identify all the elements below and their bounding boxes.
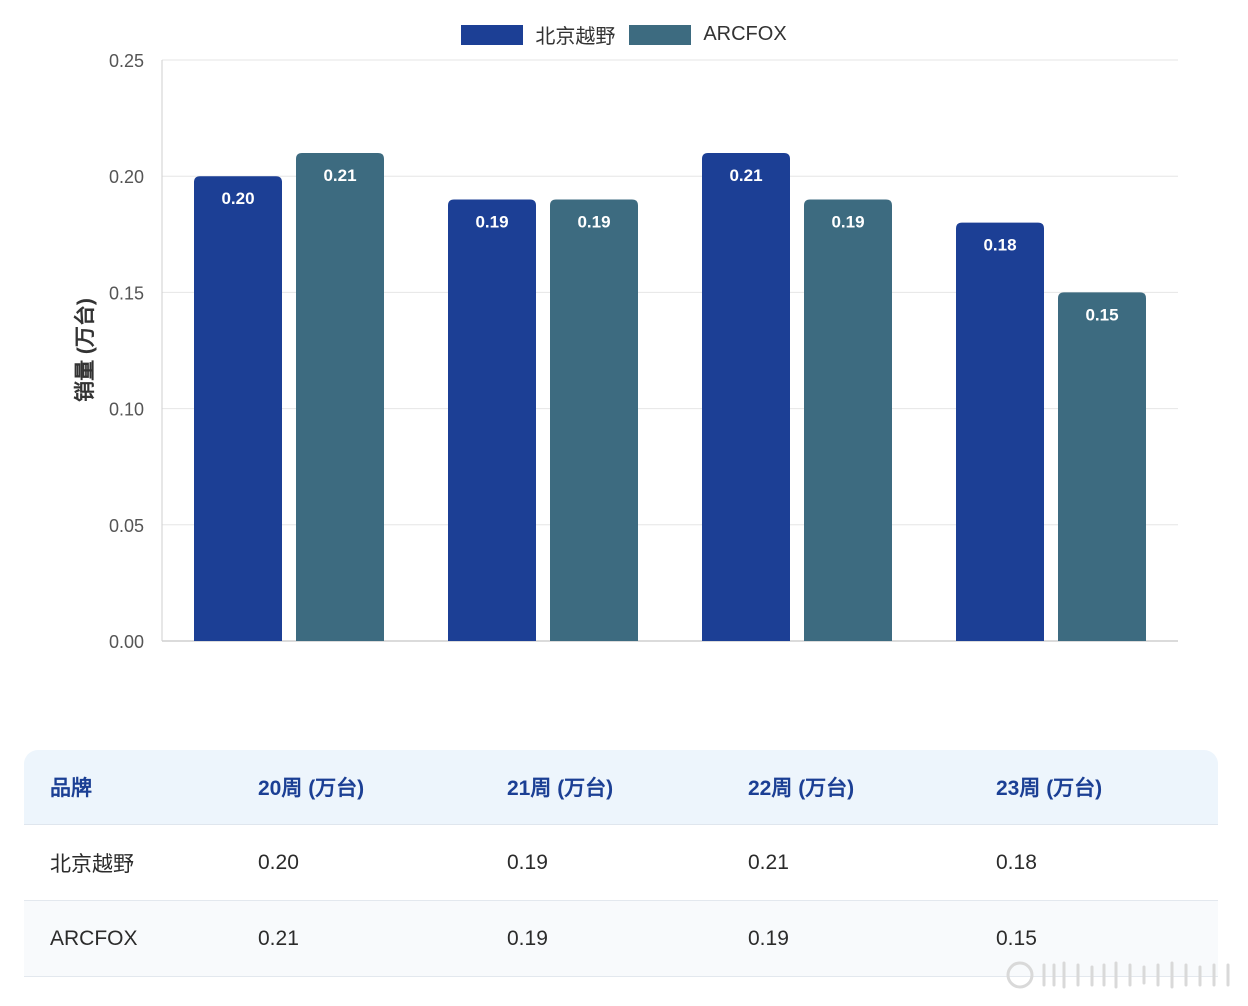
table-header-week23: 23周 (万台): [970, 750, 1218, 825]
bar-value-label: 0.20: [221, 189, 254, 208]
y-tick-label: 0.05: [109, 516, 144, 536]
bar-value-label: 0.19: [577, 212, 610, 231]
table-cell: 0.21: [232, 900, 481, 977]
bar: [804, 199, 892, 641]
legend-item-beijing[interactable]: 北京越野: [461, 20, 615, 49]
table-row: 北京越野 0.20 0.19 0.21 0.18: [24, 824, 1218, 901]
y-tick-label: 0.15: [109, 283, 144, 303]
table-cell: 0.19: [722, 900, 970, 977]
legend-label-arcfox: ARCFOX: [703, 23, 787, 45]
bar: [956, 222, 1044, 641]
bar: [1058, 292, 1146, 641]
bar-value-label: 0.19: [831, 212, 864, 231]
y-tick-label: 0.25: [109, 51, 144, 71]
bar-value-label: 0.15: [1085, 305, 1118, 324]
legend-swatch-beijing: [461, 24, 524, 45]
y-tick-label: 0.00: [109, 632, 144, 652]
bar: [296, 152, 384, 641]
table-cell: 0.18: [970, 824, 1218, 901]
y-tick-label: 0.10: [109, 400, 144, 420]
legend-swatch-arcfox: [629, 24, 692, 45]
table-header-row: 品牌 20周 (万台) 21周 (万台) 22周 (万台) 23周 (万台): [24, 750, 1218, 825]
sales-table: 品牌 20周 (万台) 21周 (万台) 22周 (万台) 23周 (万台) 北…: [24, 750, 1218, 977]
table-cell: 0.21: [722, 824, 970, 901]
bar: [702, 152, 790, 641]
table-header-week20: 20周 (万台): [232, 750, 481, 825]
bar: [448, 199, 536, 641]
table-cell: 北京越野: [24, 824, 232, 901]
bar: [550, 199, 638, 641]
table-cell: 0.19: [481, 900, 722, 977]
table-cell: 0.20: [232, 824, 481, 901]
table-row: ARCFOX 0.21 0.19 0.19 0.15: [24, 900, 1218, 977]
table-header-brand: 品牌: [24, 750, 232, 825]
sales-table-container: 品牌 20周 (万台) 21周 (万台) 22周 (万台) 23周 (万台) 北…: [24, 750, 1218, 977]
table-cell: 0.19: [481, 824, 722, 901]
table-header-week22: 22周 (万台): [722, 750, 970, 825]
chart-legend: 北京越野 ARCFOX: [0, 20, 1248, 49]
bar-value-label: 0.19: [475, 212, 508, 231]
watermark-logo: [1006, 961, 1230, 989]
legend-label-beijing: 北京越野: [535, 26, 616, 48]
y-tick-label: 0.20: [109, 167, 144, 187]
bar-chart: 0.00 0.05 0.10 0.15 0.20 0.25 销量 (万台) 0.20 0.19 0…: [73, 51, 1178, 652]
legend-item-arcfox[interactable]: ARCFOX: [629, 23, 787, 46]
bar-value-label: 0.21: [323, 166, 356, 185]
bar: [194, 176, 282, 641]
y-axis-label: 销量 (万台): [73, 298, 97, 402]
bar-value-label: 0.21: [729, 166, 762, 185]
table-header-week21: 21周 (万台): [481, 750, 722, 825]
table-cell: ARCFOX: [24, 900, 232, 977]
table-cell: 0.15: [970, 900, 1218, 977]
bar-value-label: 0.18: [983, 236, 1016, 255]
